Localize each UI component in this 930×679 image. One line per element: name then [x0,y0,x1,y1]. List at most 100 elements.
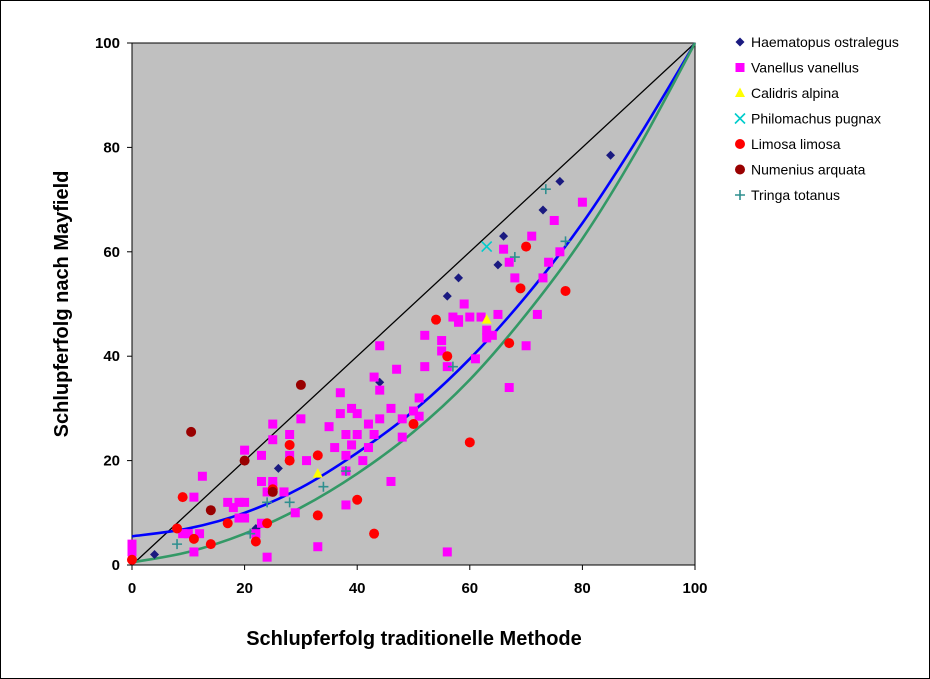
point-series1-83 [532,309,542,319]
point-series1-84 [538,273,548,283]
point-series1-88 [577,197,587,207]
point-series1-81 [521,341,531,351]
point-series0-8 [538,205,548,215]
point-series1-50 [375,414,385,424]
fit-curve-2 [131,42,697,564]
point-series1-20 [262,487,272,497]
point-series4-11 [312,510,323,521]
point-series1-33 [330,443,340,453]
point-series1-8 [223,497,233,507]
y-tick-label: 40 [103,348,120,365]
legend-label-5: Numenius arquata [751,162,866,178]
point-series6-6 [447,361,458,372]
point-series1-15 [251,529,261,539]
point-series0-5 [454,273,464,283]
point-series1-82 [527,231,537,241]
point-series1-73 [482,325,492,335]
x-tick-label: 60 [461,580,478,597]
point-series1-41 [347,440,357,450]
legend-marker-4 [735,139,745,149]
point-series1-62 [437,346,447,356]
point-series1-48 [369,430,379,439]
point-series1-47 [369,372,379,382]
point-series4-7 [262,518,273,529]
point-series4-9 [284,455,295,466]
point-series4-6 [250,536,261,547]
point-series6-2 [262,497,273,508]
point-series1-5 [189,492,199,502]
point-series5-3 [267,486,278,497]
point-series1-13 [240,497,250,507]
point-series1-31 [313,542,323,552]
point-series0-6 [493,260,503,270]
legend-label-4: Limosa limosa [751,136,841,152]
legend-marker-1 [735,63,745,72]
point-series6-0 [172,539,183,550]
point-series1-64 [442,362,452,372]
point-series1-42 [352,409,362,419]
y-tick-label: 100 [95,35,120,52]
point-series4-13 [352,494,363,505]
point-series1-76 [493,309,503,319]
point-series4-2 [177,492,188,503]
point-series1-79 [504,257,514,267]
point-series1-2 [178,529,188,539]
point-series1-59 [414,393,424,403]
point-series1-25 [279,487,289,497]
point-series1-9 [228,503,238,513]
point-series1-68 [454,317,464,327]
x-tick-label: 80 [574,580,591,597]
point-series1-43 [352,430,362,439]
point-series1-0 [127,539,137,549]
point-series6-8 [540,184,551,195]
point-series3-0 [481,241,493,253]
point-series1-55 [397,432,407,442]
point-series4-16 [431,314,442,325]
point-series4-5 [222,518,233,529]
point-series4-15 [408,419,419,430]
point-series1-12 [240,513,250,523]
point-series1-26 [285,450,295,460]
point-series6-4 [318,481,329,492]
point-series4-18 [464,437,475,448]
point-series1-7 [197,471,207,481]
x-tick-label: 40 [349,580,366,597]
fit-curve-1 [131,42,697,538]
point-series1-60 [420,362,430,372]
point-series1-39 [341,500,351,510]
legend-label-1: Vanellus vanellus [751,60,859,76]
point-series6-9 [560,236,571,247]
point-series1-72 [476,312,486,322]
point-series1-75 [487,330,497,340]
lines-layer [131,42,697,566]
point-series5-4 [295,379,306,390]
y-tick-label: 80 [103,139,120,156]
x-tick-label: 0 [128,580,136,597]
point-series0-0 [150,550,160,560]
point-series6-3 [284,497,295,508]
point-series4-4 [205,539,216,550]
legend-marker-6 [735,190,745,200]
point-series5-2 [239,455,250,466]
point-series4-1 [172,523,183,534]
point-series1-6 [195,529,205,539]
point-series1-57 [409,406,418,416]
point-series1-66 [448,312,458,322]
legend-marker-5 [735,164,745,175]
point-series1-54 [392,364,402,374]
point-series1-77 [499,244,509,254]
point-series1-16 [256,518,266,528]
point-series1-51 [375,341,385,351]
point-series1-45 [363,443,373,453]
point-series1-37 [341,450,351,460]
point-series1-22 [268,476,278,486]
point-series0-10 [606,150,616,160]
point-series4-17 [442,351,453,362]
point-series1-74 [482,333,492,343]
point-series4-21 [521,241,532,252]
point-series1-10 [234,497,244,507]
point-series1-44 [358,456,368,466]
point-series4-19 [504,338,515,349]
legend-marker-0 [735,37,745,47]
